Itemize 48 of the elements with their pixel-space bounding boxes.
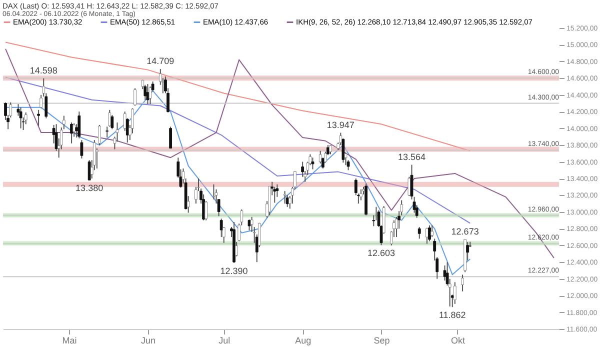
- x-tick-label: Sep: [374, 336, 390, 346]
- candlestick: [110, 114, 114, 130]
- candlestick: [428, 224, 431, 242]
- annotation: 14.709: [146, 56, 174, 66]
- annotation: 13.564: [398, 152, 426, 162]
- candlestick: [430, 224, 434, 238]
- candlestick: [248, 218, 251, 231]
- line-series: [5, 42, 471, 152]
- x-tick-label: Jun: [140, 336, 156, 346]
- candlestick: [410, 164, 414, 200]
- candlestick: [418, 226, 421, 240]
- candlestick: [283, 190, 286, 204]
- candlestick: [106, 126, 109, 138]
- annotation: 13.380: [76, 183, 104, 194]
- annotation: 14.598: [30, 65, 58, 76]
- x-tick-label: Aug: [295, 336, 312, 346]
- line-series: [5, 76, 471, 224]
- candlestick: [426, 227, 428, 244]
- candlestick: [98, 124, 101, 146]
- candlestick: [453, 282, 456, 304]
- annotation: 12.603: [368, 248, 396, 258]
- candlestick: [108, 109, 112, 128]
- x-tick-label: Okt: [450, 336, 466, 346]
- candlestick: [88, 160, 91, 181]
- candlestick: [78, 111, 81, 139]
- candlestick: [311, 157, 314, 170]
- candlestick: [466, 242, 470, 261]
- candlestick: [214, 188, 218, 204]
- annotation: 12.673: [451, 226, 479, 236]
- candlestick: [461, 274, 464, 292]
- candlestick: [273, 186, 276, 204]
- candlestick: [134, 88, 136, 106]
- candlestick: [19, 106, 22, 129]
- annotation: 13.947: [326, 120, 354, 130]
- candlestick: [146, 84, 150, 105]
- candlestick: [212, 184, 216, 200]
- annotation: 11.862: [438, 310, 466, 320]
- candlestick: [329, 144, 332, 155]
- annotation: 12.390: [220, 266, 248, 276]
- candlestick: [235, 242, 238, 257]
- candlestick: [443, 264, 446, 282]
- candlestick: [144, 84, 147, 100]
- x-tick-label: Mai: [62, 336, 77, 346]
- x-tick-label: Jul: [218, 336, 230, 346]
- candlestick: [37, 109, 40, 126]
- candlestick: [169, 126, 172, 149]
- candlestick: [360, 188, 362, 201]
- candlestick: [80, 140, 84, 159]
